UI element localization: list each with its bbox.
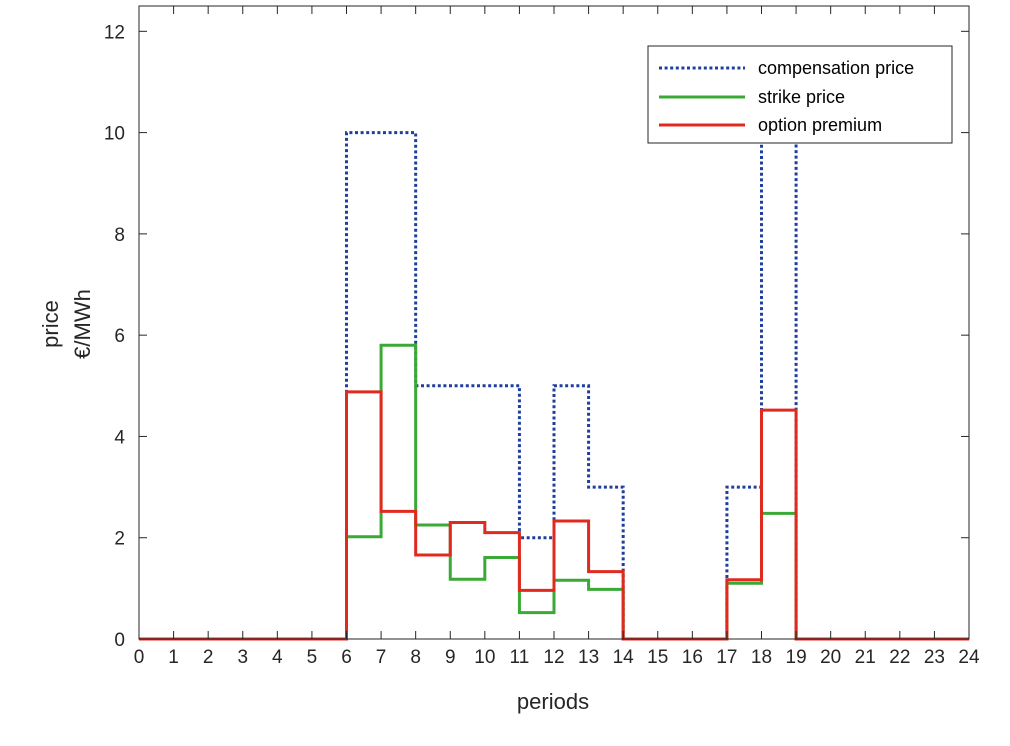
x-tick-label: 3 <box>237 647 248 668</box>
x-tick-label: 20 <box>820 647 841 668</box>
x-tick-label: 8 <box>410 647 421 668</box>
y-tick-label: 4 <box>114 427 125 448</box>
y-tick-label: 8 <box>114 225 125 246</box>
x-tick-label: 12 <box>543 647 564 668</box>
legend-label-strike-price: strike price <box>758 87 845 107</box>
x-tick-label: 13 <box>578 647 599 668</box>
y-tick-labels: 0 2 4 6 8 10 12 <box>104 22 126 651</box>
x-tick-label: 14 <box>613 647 635 668</box>
x-tick-label: 17 <box>716 647 737 668</box>
legend-label-option-premium: option premium <box>758 115 882 135</box>
x-tick-label: 2 <box>203 647 214 668</box>
y-axis-label-line-2: €/MWh <box>70 289 95 359</box>
x-tick-label: 1 <box>168 647 179 668</box>
y-tick-label: 12 <box>104 22 125 43</box>
x-tick-label: 7 <box>376 647 387 668</box>
x-tick-label: 6 <box>341 647 352 668</box>
x-tick-label: 24 <box>958 647 980 668</box>
x-tick-label: 21 <box>855 647 876 668</box>
x-tick-label: 18 <box>751 647 772 668</box>
x-tick-label: 22 <box>889 647 910 668</box>
legend-box <box>647 45 953 144</box>
y-tick-label: 2 <box>114 529 125 550</box>
x-tick-label: 4 <box>272 647 283 668</box>
x-tick-label: 15 <box>647 647 668 668</box>
x-tick-labels: 0 1 2 3 4 5 6 7 8 9 10 11 12 13 14 15 16 17 18 19 20 21 22 23 24 <box>134 647 980 668</box>
series-line-compensation-price <box>139 131 969 641</box>
x-tick-label: 0 <box>134 647 145 668</box>
x-tick-label: 5 <box>307 647 318 668</box>
x-tick-label: 11 <box>510 647 530 668</box>
x-axis-label: periods <box>517 689 589 714</box>
x-tick-label: 10 <box>474 647 495 668</box>
y-axis-label-line-1: price <box>38 300 63 348</box>
x-tick-label: 16 <box>682 647 703 668</box>
legend-label-compensation-price: compensation price <box>758 58 914 78</box>
x-tick-label: 9 <box>445 647 456 668</box>
x-tick-label: 19 <box>786 647 807 668</box>
y-tick-label: 10 <box>104 124 125 145</box>
x-tick-label: 23 <box>924 647 945 668</box>
legend: compensation price strike price option p… <box>647 45 953 144</box>
axes-layer <box>138 5 970 640</box>
y-tick-label: 0 <box>114 630 125 651</box>
y-tick-label: 6 <box>114 326 125 347</box>
y-axis-label: price €/MWh <box>38 289 95 359</box>
